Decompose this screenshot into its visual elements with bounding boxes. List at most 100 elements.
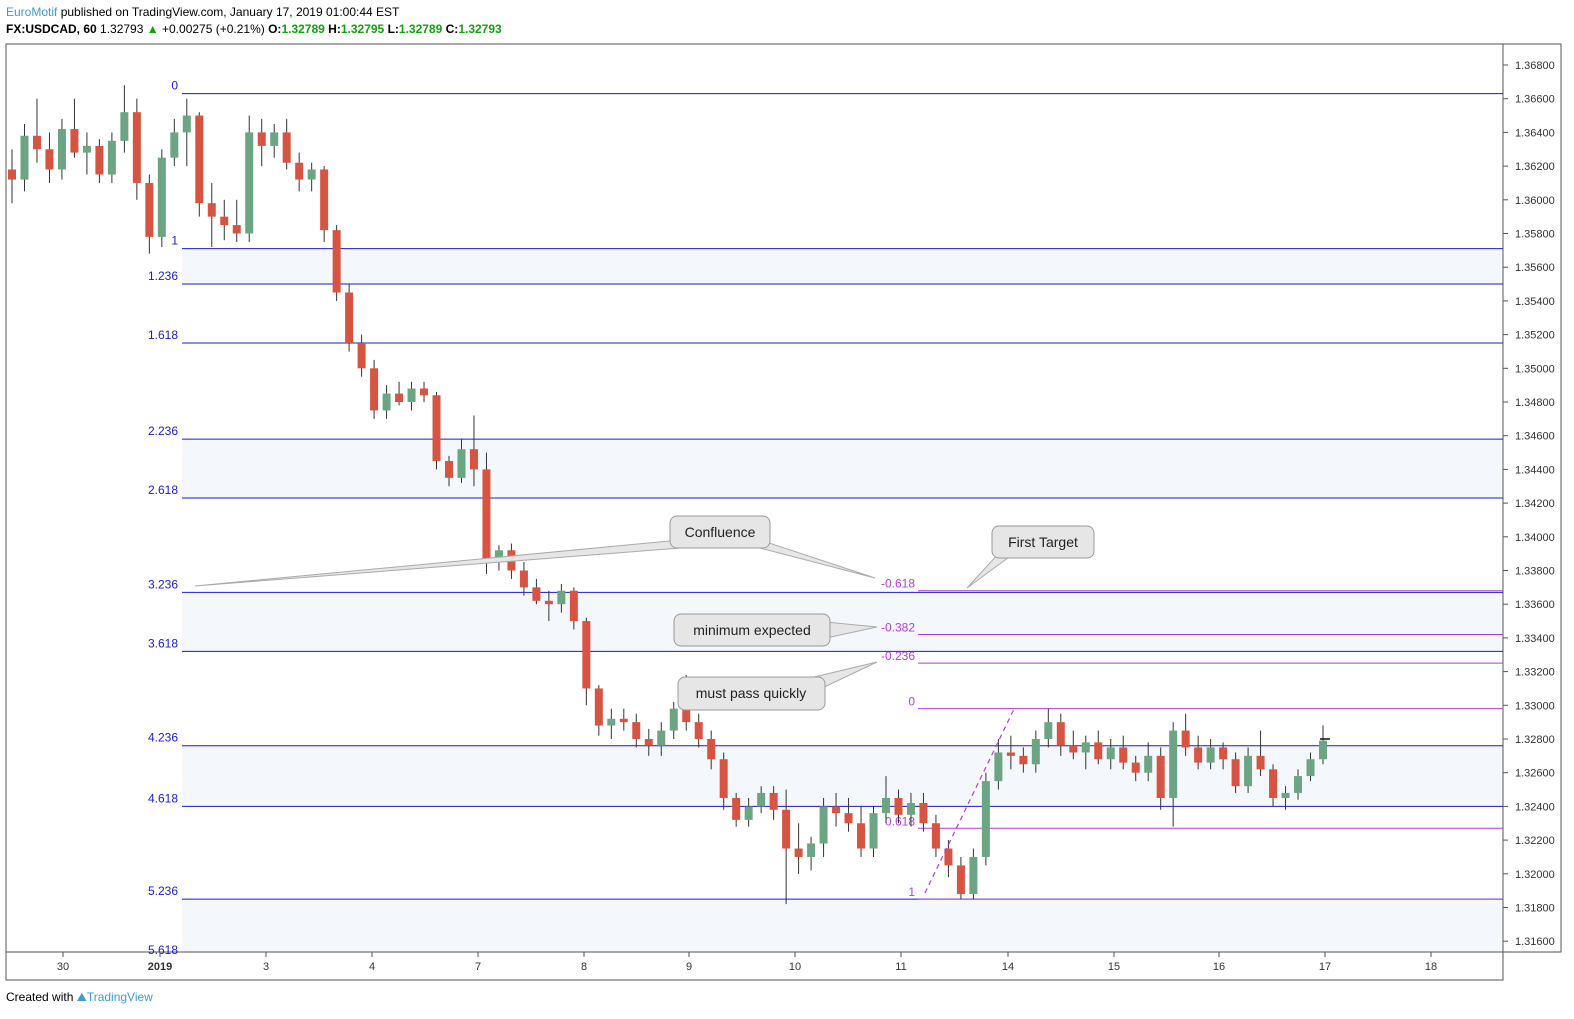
candle-body [707, 739, 716, 760]
candle-body [1131, 762, 1140, 773]
candle-body [869, 813, 878, 849]
callout-confluence: Confluence [194, 515, 876, 587]
low-value: 1.32789 [398, 22, 443, 36]
author-link[interactable]: EuroMotif [6, 5, 58, 19]
tradingview-link[interactable]: TradingView [86, 990, 153, 1004]
candle-body [844, 813, 853, 824]
candle-body [20, 135, 29, 180]
price-axis: 1.36800 1.36600 1.36400 1.36200 1.36000 1.358… [1503, 60, 1555, 948]
candle-body [1094, 742, 1103, 760]
candle-body [894, 797, 903, 815]
candle-body [1194, 747, 1203, 763]
fib-main-label: 0 [171, 79, 178, 93]
candle-body [882, 797, 890, 814]
candle-body [120, 112, 129, 141]
time-tick-label: 30 [57, 961, 69, 973]
candle-body [420, 388, 429, 396]
price-tick-label: 1.31800 [1515, 903, 1555, 915]
open-value: 1.32789 [281, 22, 325, 36]
close-value: 1.32793 [458, 22, 502, 36]
candle-body [807, 843, 816, 857]
candle-body [1031, 739, 1040, 765]
candle-body [282, 132, 291, 163]
time-tick-label: 3 [263, 961, 269, 973]
candle-body [295, 162, 304, 180]
candle-body [832, 806, 841, 814]
price-tick-label: 1.32600 [1515, 768, 1555, 780]
candle-body [345, 292, 354, 344]
price-tick-label: 1.32800 [1515, 734, 1555, 746]
time-tick-label: 16 [1213, 961, 1225, 973]
candle-body [82, 145, 91, 153]
callout-minimum-expected-box [673, 613, 831, 647]
price-tick-label: 1.35600 [1515, 262, 1555, 274]
fib-ext-levels: -0.618 -0.382 -0.236 0 0.618 1 [881, 577, 1503, 900]
candle-body [170, 132, 179, 158]
price-tick-label: 1.33000 [1515, 700, 1555, 712]
fib-main-label: 1.236 [148, 269, 178, 283]
candle-body [432, 395, 441, 461]
candle-body [1106, 747, 1115, 760]
candle-body [644, 739, 653, 746]
fib-bands [182, 248, 1503, 952]
candle-body [582, 621, 591, 689]
candle-body [132, 112, 141, 183]
candle-body [769, 792, 778, 810]
candle-body [1219, 747, 1228, 760]
price-chart[interactable]: 0 1 1.236 1.618 2.236 2.618 3.236 3.618 4.236 4.6… [0, 0, 1574, 985]
candle-body [694, 722, 703, 739]
candle-body [482, 469, 491, 563]
fib-ext-label: -0.236 [881, 649, 915, 663]
fib-band [182, 439, 1503, 499]
price-tick-label: 1.35400 [1515, 296, 1555, 308]
candle-body [956, 865, 965, 895]
candle-body [557, 590, 566, 605]
candle-body [445, 460, 453, 478]
candle-body [532, 587, 541, 601]
fib-ext-label: -0.618 [881, 577, 915, 591]
candle-body [107, 140, 116, 175]
price-tick-label: 1.36600 [1515, 94, 1555, 106]
candle-body [607, 718, 616, 726]
candle-body [469, 449, 478, 470]
fib-ext-label: -0.382 [881, 621, 915, 635]
candle-body [245, 132, 254, 234]
candle-body [719, 759, 728, 798]
candle-body [732, 797, 741, 820]
price-tick-label: 1.33800 [1515, 566, 1555, 578]
candle-body [1269, 769, 1278, 798]
candle-body [569, 590, 578, 622]
candle-body [457, 449, 466, 478]
candle-body [682, 708, 691, 723]
high-value: 1.32795 [340, 22, 385, 36]
price-change: +0.00275 (+0.21%) [162, 22, 265, 36]
callout-confluence-text: Confluence [685, 524, 756, 540]
candle-body [1256, 755, 1265, 770]
price-tick-label: 1.32200 [1515, 835, 1555, 847]
time-tick-label: 9 [686, 961, 692, 973]
candle-body [919, 803, 928, 824]
candle-body [757, 792, 766, 807]
fib-ext-trendline [924, 706, 1016, 894]
callout-first-target: First Target [966, 525, 1095, 589]
candle-body [207, 203, 216, 217]
candle-body [1056, 722, 1065, 746]
time-tick-label: 10 [789, 961, 801, 973]
candle-body [95, 145, 104, 175]
fib-main-label: 2.236 [148, 424, 178, 438]
candle-body [1281, 792, 1290, 798]
time-tick-label: 2019 [148, 961, 172, 973]
candle-body [1144, 755, 1153, 773]
fib-ext-label: 1 [908, 885, 915, 899]
candle-body [270, 132, 279, 146]
fib-ext-label: 0.618 [885, 814, 915, 828]
time-axis-border [5, 951, 1504, 981]
candle-body [669, 708, 678, 731]
price-tick-label: 1.35200 [1515, 330, 1555, 342]
candle-body [981, 781, 990, 857]
price-tick-label: 1.33200 [1515, 667, 1555, 679]
price-tick-label: 1.36200 [1515, 161, 1555, 173]
time-tick-label: 17 [1319, 961, 1331, 973]
fib-band [182, 248, 1503, 285]
candle-body [994, 752, 1003, 782]
